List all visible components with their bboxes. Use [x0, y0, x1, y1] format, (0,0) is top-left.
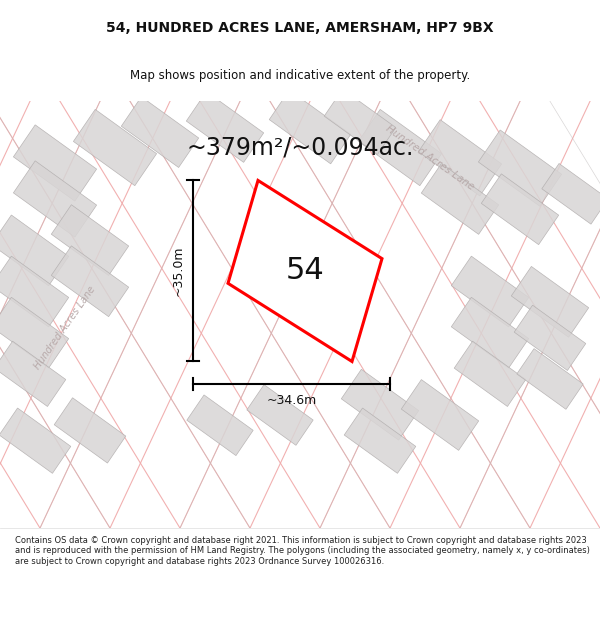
- Text: Hundred Acres Lane: Hundred Acres Lane: [384, 124, 476, 192]
- Polygon shape: [324, 89, 396, 154]
- Polygon shape: [0, 408, 71, 473]
- Polygon shape: [542, 164, 600, 224]
- Text: Contains OS data © Crown copyright and database right 2021. This information is : Contains OS data © Crown copyright and d…: [15, 536, 590, 566]
- Polygon shape: [13, 161, 97, 237]
- Polygon shape: [451, 298, 529, 368]
- Polygon shape: [51, 246, 129, 317]
- Polygon shape: [358, 109, 442, 186]
- Polygon shape: [478, 130, 562, 206]
- Polygon shape: [418, 120, 502, 196]
- Text: ~35.0m: ~35.0m: [172, 246, 185, 296]
- Polygon shape: [187, 395, 253, 456]
- Polygon shape: [0, 341, 66, 406]
- Polygon shape: [228, 181, 382, 361]
- Polygon shape: [13, 125, 97, 201]
- Polygon shape: [514, 305, 586, 371]
- Polygon shape: [517, 349, 583, 409]
- Polygon shape: [73, 109, 157, 186]
- Polygon shape: [0, 256, 69, 327]
- Polygon shape: [341, 369, 419, 440]
- Text: 54, HUNDRED ACRES LANE, AMERSHAM, HP7 9BX: 54, HUNDRED ACRES LANE, AMERSHAM, HP7 9B…: [106, 21, 494, 36]
- Polygon shape: [451, 256, 529, 327]
- Polygon shape: [0, 298, 69, 368]
- Polygon shape: [421, 164, 499, 234]
- Polygon shape: [54, 398, 126, 463]
- Polygon shape: [481, 174, 559, 244]
- Polygon shape: [401, 379, 479, 451]
- Polygon shape: [0, 215, 69, 286]
- Text: ~34.6m: ~34.6m: [266, 394, 317, 407]
- Text: Hundred Acres Lane: Hundred Acres Lane: [32, 284, 97, 371]
- Text: ~379m²/~0.094ac.: ~379m²/~0.094ac.: [187, 136, 413, 159]
- Polygon shape: [344, 408, 416, 473]
- Polygon shape: [186, 92, 264, 162]
- Text: Map shows position and indicative extent of the property.: Map shows position and indicative extent…: [130, 69, 470, 82]
- Polygon shape: [511, 266, 589, 338]
- Text: 54: 54: [286, 256, 325, 286]
- Polygon shape: [121, 97, 199, 168]
- Polygon shape: [269, 90, 351, 164]
- Polygon shape: [51, 205, 129, 276]
- Polygon shape: [454, 341, 526, 406]
- Polygon shape: [247, 384, 313, 446]
